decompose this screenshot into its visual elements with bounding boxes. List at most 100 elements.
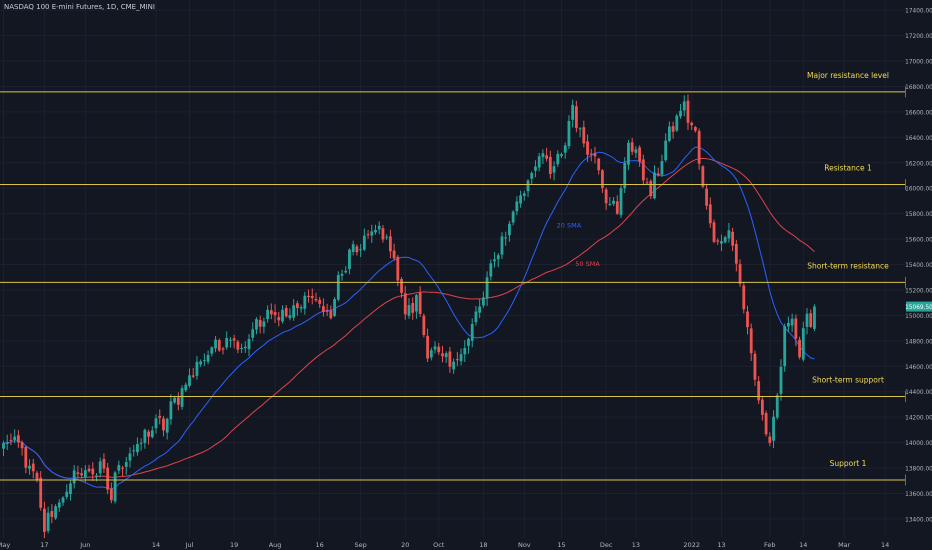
candle-up (377, 225, 381, 230)
chart-title: NASDAQ 100 E-mini Futures, 1D, CME_MINI (4, 3, 155, 11)
candle-down (121, 467, 124, 469)
candle-up (225, 337, 229, 348)
candle-up (154, 418, 158, 429)
candle-down (708, 204, 712, 224)
candle-up (385, 236, 389, 238)
time-axis[interactable]: May 17 Jun 14 Jul 19 Aug 16 Sep 20 Oct 18 Nov 15 Dec 13… (0, 538, 932, 550)
candle-up (173, 397, 177, 403)
candle-down (422, 315, 426, 336)
candle-up (240, 347, 243, 349)
candle-down (9, 439, 13, 441)
candle-down (236, 341, 240, 350)
candle-down (601, 170, 604, 189)
candle-down (158, 415, 162, 418)
candle-down (760, 399, 764, 415)
candle-up (459, 354, 463, 362)
candle-down (798, 339, 801, 358)
candle-down (396, 256, 400, 281)
candle-down (455, 359, 459, 361)
candle-down (749, 328, 753, 354)
candle-up (429, 350, 433, 358)
candle-down (586, 141, 589, 155)
candle-down (76, 472, 80, 475)
candle-up (243, 346, 247, 349)
price-axis[interactable]: 13400.00 13600.00 13800.00 14000.00 14200.00… (905, 0, 932, 550)
candle-down (322, 306, 325, 313)
level-label: Major resistance level (807, 71, 889, 80)
candle-up (150, 430, 154, 438)
candle-up (351, 244, 355, 252)
candle-up (143, 429, 147, 443)
candle-up (526, 180, 530, 192)
candle-down (448, 351, 452, 367)
time-tick-label: Aug (269, 541, 282, 549)
candle-up (348, 249, 351, 270)
candle-down (273, 312, 277, 316)
candle-up (95, 475, 98, 477)
candle-down (91, 468, 95, 475)
candle-up (415, 295, 418, 312)
candle-up (255, 319, 258, 330)
candle-up (474, 311, 478, 323)
candle-down (310, 295, 314, 299)
candle-down (697, 130, 701, 164)
candle-up (515, 201, 519, 212)
candle-down (545, 155, 549, 159)
candle-up (563, 145, 567, 153)
candle-up (69, 483, 72, 495)
level-label: Resistance 1 (824, 164, 872, 173)
candle-up (169, 401, 173, 420)
candle-down (686, 100, 690, 123)
price-tick-label: 17200.00 (905, 34, 932, 40)
candle-up (292, 305, 296, 318)
candle-up (83, 470, 87, 478)
candle-down (411, 303, 415, 313)
candle-up (46, 512, 50, 531)
sma-20-layer (3, 146, 815, 490)
candle-up (57, 502, 61, 508)
candle-down (392, 250, 396, 259)
time-tick-label: Jun (79, 541, 90, 549)
candle-down (43, 508, 46, 532)
candle-up (571, 104, 575, 120)
candle-down (258, 320, 262, 327)
candle-down (232, 338, 236, 341)
time-tick-label: May (0, 541, 10, 549)
candle-up (679, 110, 682, 117)
price-tick-label: 14400.00 (905, 390, 932, 396)
candle-down (388, 236, 392, 252)
time-axis-bg (0, 538, 932, 550)
candle-up (508, 223, 511, 236)
price-tick-label: 14800.00 (905, 339, 932, 345)
time-tick-label: 13 (632, 541, 640, 549)
candle-up (790, 318, 794, 326)
candle-up (136, 444, 139, 453)
candle-up (98, 461, 102, 474)
candle-up (210, 347, 214, 354)
price-tick-label: 14600.00 (905, 365, 932, 371)
candle-up (65, 491, 69, 497)
level-label: Support 1 (830, 459, 867, 468)
candle-down (381, 228, 385, 240)
candle-up (124, 462, 128, 467)
candle-up (370, 231, 374, 236)
candle-down (441, 353, 444, 357)
candle-down (746, 311, 749, 328)
candle-down (426, 335, 429, 359)
price-tick-label: 13600.00 (905, 492, 932, 498)
candle-up (444, 353, 448, 358)
candle-down (731, 231, 735, 246)
candle-down (162, 418, 165, 431)
time-tick-label: 2022 (683, 541, 700, 549)
candle-up (407, 305, 411, 316)
candle-up (481, 297, 485, 306)
price-tick-label: 16000.00 (905, 187, 932, 193)
candle-up (723, 237, 727, 243)
candle-up (653, 172, 656, 199)
candle-up (813, 306, 816, 329)
candle-up (262, 321, 266, 327)
candle-up (433, 346, 437, 350)
candle-up (470, 324, 474, 341)
